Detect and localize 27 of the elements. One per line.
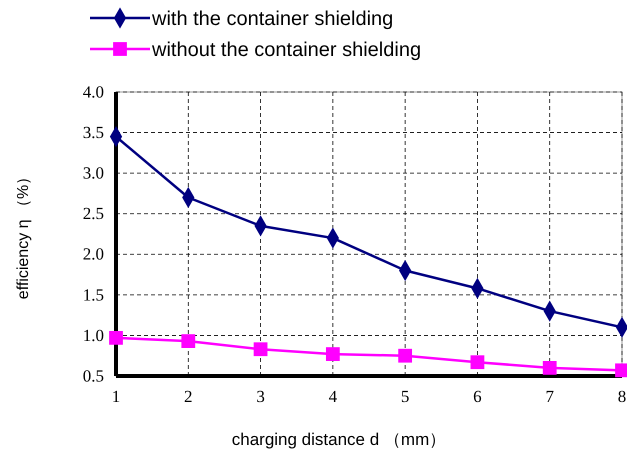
point: [542, 360, 557, 375]
legend-label: with the container shielding: [151, 8, 394, 30]
y-tick-label: 4.0: [82, 82, 104, 102]
y-tick-label: 0.5: [82, 366, 104, 386]
x-tick-label: 5: [400, 387, 410, 406]
point: [326, 347, 340, 361]
x-tick-label: 1: [112, 387, 120, 406]
y-tick-label: 2.0: [82, 244, 104, 264]
x-tick-label: 3: [256, 387, 265, 406]
y-tick-label: 3.5: [82, 123, 104, 142]
point: [254, 342, 268, 356]
y-axis-title: efficiency η （%）: [15, 168, 32, 300]
x-tick-label: 6: [473, 387, 482, 406]
point: [470, 355, 484, 370]
x-tick-label: 2: [184, 387, 193, 406]
y-tick-label: 1.5: [82, 285, 104, 304]
y-tick-label: 1.0: [82, 326, 104, 345]
point: [181, 334, 196, 348]
point: [109, 330, 123, 345]
y-tick-label: 2.5: [82, 204, 104, 224]
x-tick-label: 8: [618, 387, 626, 406]
legend-label: without the container shielding: [151, 39, 422, 61]
x-axis-title: charging distance d （mm）: [232, 430, 446, 449]
point: [398, 348, 412, 363]
x-tick-label: 4: [328, 387, 338, 406]
y-tick-label: 3.0: [82, 164, 104, 183]
x-tick-label: 7: [545, 387, 554, 406]
